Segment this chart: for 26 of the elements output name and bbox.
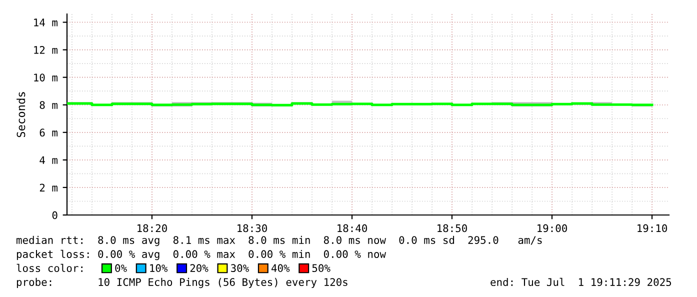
legend-label: 50% <box>312 264 330 272</box>
y-tick-label: 12 m <box>34 46 58 54</box>
y-tick-label: 6 m <box>40 128 58 137</box>
y-axis-title: Seconds <box>16 92 26 138</box>
x-tick-label: 18:50 <box>438 224 467 232</box>
x-tick-label: 18:20 <box>138 224 167 232</box>
legend-label: 10% <box>150 264 168 272</box>
y-tick-label: 8 m <box>40 101 58 109</box>
legend-label: 40% <box>272 264 290 272</box>
text: packet loss: 0.00 % avg 0.00 % max 0.00 % min 0.00 % now <box>16 250 386 260</box>
x-tick-label: 19:10 <box>638 224 668 232</box>
x-tick-label: 19:00 <box>538 224 567 232</box>
y-tick-label: 10 m <box>34 74 58 82</box>
x-tick-label: 18:40 <box>338 224 368 232</box>
y-tick-label: 4 m <box>40 156 58 164</box>
y-tick-label: 14 m <box>34 18 58 26</box>
legend-label: 20% <box>190 264 208 272</box>
text: probe: 10 ICMP Echo Pings (56 Bytes) every 120s <box>16 278 348 288</box>
text: loss color: <box>16 264 82 272</box>
legend-label: 0% <box>115 264 127 272</box>
text: end: Tue Jul 1 19:11:29 2025 <box>490 278 672 286</box>
text: median rtt: 8.0 ms avg 8.1 ms max 8.0 ms min 8.0 ms now 0.0 ms sd 295.0 am/s <box>16 236 542 246</box>
legend-label: 30% <box>230 264 249 272</box>
x-tick-label: 18:30 <box>238 224 267 232</box>
y-tick-label: 2 m <box>40 184 58 192</box>
y-tick-label: 0 <box>52 211 58 220</box>
